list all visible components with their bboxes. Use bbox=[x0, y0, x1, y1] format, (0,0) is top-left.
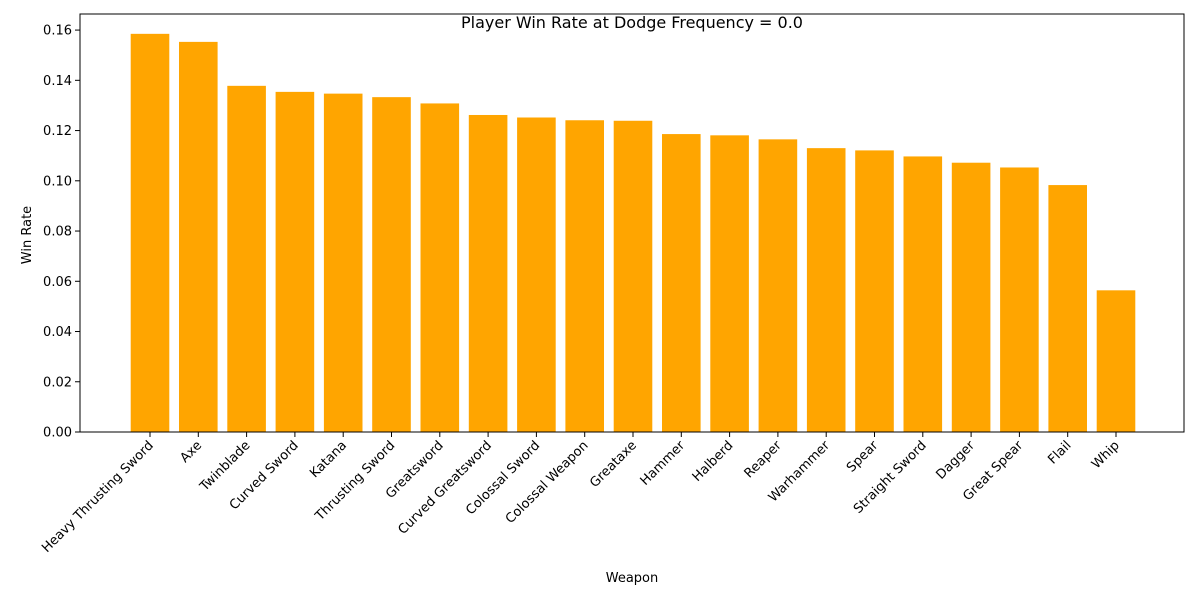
bar-axe bbox=[179, 41, 218, 432]
x-axis: Heavy Thrusting Sword AxeTwinbladeCurved … bbox=[39, 432, 1123, 556]
x-tick-label: Halberd bbox=[690, 438, 737, 485]
x-tick-label: Hammer bbox=[638, 438, 689, 489]
bar-reaper bbox=[758, 139, 798, 432]
y-tick-label: 0.14 bbox=[43, 74, 72, 89]
x-tick-label: Curved Greatsword bbox=[395, 438, 494, 537]
bar-greatsword bbox=[420, 103, 460, 433]
bar-warhammer bbox=[806, 148, 846, 432]
y-tick-label: 0.16 bbox=[43, 24, 72, 39]
bar-greataxe bbox=[613, 120, 653, 432]
plot-frame bbox=[79, 13, 1185, 433]
y-axis: 0.00 0.02 0.04 0.06 0.08 0.10 0.12 0.14 0.16 bbox=[43, 24, 80, 441]
y-tick-label: 0.04 bbox=[43, 325, 72, 340]
bar-colossal-weapon bbox=[565, 120, 604, 432]
x-tick-label: Flail bbox=[1045, 438, 1074, 467]
y-tick-label: 0.08 bbox=[43, 225, 72, 240]
bar-whip bbox=[1096, 290, 1136, 432]
bar-heavy-thrusting-sword bbox=[130, 33, 170, 433]
chart-title: Player Win Rate at Dodge Frequency = 0.0 bbox=[461, 13, 803, 32]
y-axis-label: Win Rate bbox=[20, 206, 35, 264]
bar-curved-greatsword bbox=[468, 114, 508, 432]
bar-hammer bbox=[662, 134, 701, 432]
x-tick-label: Whip bbox=[1089, 438, 1123, 472]
x-tick-label: Heavy Thrusting Sword bbox=[39, 438, 157, 556]
x-tick-label: Dagger bbox=[934, 438, 979, 483]
bar-curved-sword bbox=[275, 91, 315, 433]
bar-spear bbox=[855, 150, 894, 432]
x-tick-label: Katana bbox=[307, 438, 350, 481]
bar-twinblade bbox=[227, 85, 266, 432]
bar-dagger bbox=[951, 162, 991, 432]
x-tick-label: Greataxe bbox=[587, 438, 640, 491]
bar-halberd bbox=[710, 135, 749, 432]
x-tick-label: Colossal Weapon bbox=[503, 438, 592, 527]
bar-thrusting-sword bbox=[372, 97, 411, 433]
x-tick-label: Reaper bbox=[742, 438, 786, 482]
y-tick-label: 0.00 bbox=[43, 426, 72, 441]
bars-group bbox=[130, 33, 1136, 433]
bar-katana bbox=[323, 93, 363, 432]
bar-great-spear bbox=[1000, 167, 1039, 433]
x-tick-label: Thrusting Sword bbox=[312, 438, 398, 524]
y-tick-label: 0.02 bbox=[43, 375, 72, 390]
bar-colossal-sword bbox=[517, 117, 556, 432]
bar-straight-sword bbox=[903, 156, 943, 432]
y-tick-label: 0.06 bbox=[43, 275, 72, 290]
x-tick-label: Spear bbox=[844, 438, 882, 476]
y-tick-label: 0.10 bbox=[43, 174, 72, 189]
x-tick-label: Axe bbox=[177, 438, 205, 466]
y-tick-label: 0.12 bbox=[43, 124, 72, 139]
bar-flail bbox=[1048, 185, 1087, 432]
x-axis-label: Weapon bbox=[606, 571, 659, 586]
